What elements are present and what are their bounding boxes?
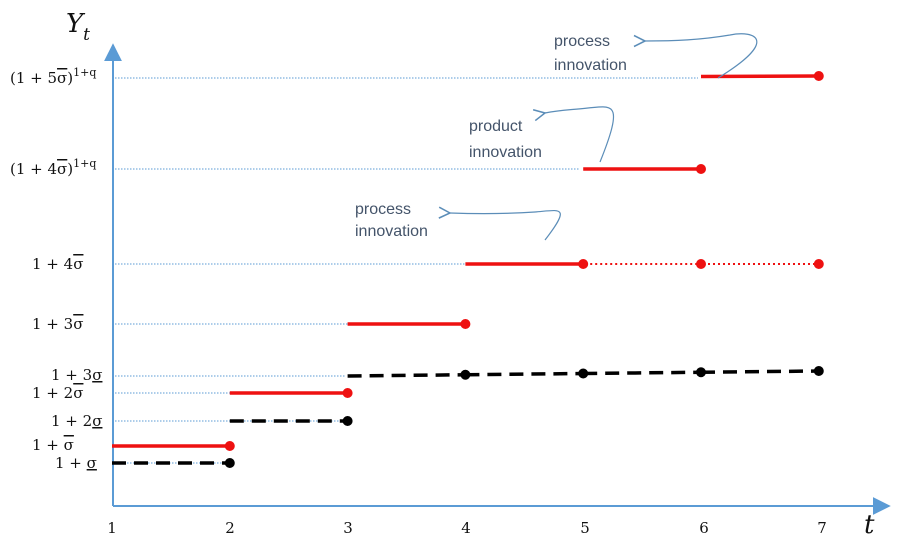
y-axis-title-sub: t xyxy=(83,25,90,45)
annotation-process-innovation-low: process innovation xyxy=(355,201,561,241)
x-axis-title: t xyxy=(864,510,875,540)
segment-end-dot-8 xyxy=(813,366,824,376)
level-sym-l4: σ xyxy=(73,384,83,402)
segment-5 xyxy=(347,373,466,378)
segment-end-dot-6 xyxy=(578,368,589,379)
level-sym-l6: σ xyxy=(73,315,83,333)
segment-end-dots xyxy=(224,71,824,468)
level-sym-l1: σ xyxy=(87,454,97,472)
x-tick-3: 3 xyxy=(343,519,353,537)
level-sym-l3: σ xyxy=(92,412,102,430)
level-sym-l9: σ xyxy=(57,69,67,87)
segment-end-dot-14 xyxy=(813,71,824,81)
segment-end-dot-13 xyxy=(696,164,706,174)
level-sym-l8: σ xyxy=(57,160,67,178)
level-label-l4: 1 + 2σ xyxy=(32,384,83,402)
x-tick-4: 4 xyxy=(461,519,471,537)
level-label-l7: 1 + 4σ xyxy=(32,255,83,273)
segment-6 xyxy=(465,371,584,377)
segment-end-dot-3 xyxy=(342,416,353,426)
x-tick-labels: 1 2 3 4 5 6 7 xyxy=(107,519,827,537)
x-tick-6: 6 xyxy=(699,519,709,537)
segment-end-dot-9 xyxy=(460,319,471,329)
segment-end-dot-7 xyxy=(696,367,706,378)
annotation-a2-line1: product xyxy=(469,118,523,135)
segment-7 xyxy=(583,370,702,376)
segment-end-dot-11 xyxy=(696,259,706,269)
annotation-a3-line1: process xyxy=(554,33,610,50)
annotation-a2-arrow-icon xyxy=(545,106,615,163)
level-label-l3: 1 + 2σ xyxy=(51,412,102,430)
annotation-a1-line2: innovation xyxy=(355,223,428,240)
segment-end-dot-1 xyxy=(224,458,235,468)
x-tick-7: 7 xyxy=(817,519,827,537)
level-labels: 1 + σ 1 + σ 1 + 2σ 1 + 2σ 1 + 3σ 1 + 3σ … xyxy=(10,66,102,472)
x-tick-1: 1 xyxy=(107,519,117,537)
annotation-a2-line2: innovation xyxy=(469,144,542,161)
level-label-l8: (1 + 4σ)1+q xyxy=(10,157,96,178)
level-sym-l7: σ xyxy=(73,255,83,273)
level-sym-l5: σ xyxy=(92,366,102,384)
x-tick-2: 2 xyxy=(225,519,235,537)
segment-end-dot-2 xyxy=(224,441,235,451)
annotation-a3-line2: innovation xyxy=(554,57,627,74)
level-sym-l2: σ xyxy=(64,436,74,454)
guide-lines xyxy=(115,77,698,464)
level-label-l5: 1 + 3σ xyxy=(51,366,102,384)
segment-end-dot-4 xyxy=(342,388,353,398)
segment-end-dot-5 xyxy=(460,369,471,380)
step-segments xyxy=(112,74,819,465)
level-label-l1: 1 + σ xyxy=(55,454,97,472)
level-label-l6: 1 + 3σ xyxy=(32,315,83,333)
segment-end-dot-10 xyxy=(578,259,589,269)
segment-14 xyxy=(700,74,819,79)
x-tick-5: 5 xyxy=(580,519,590,537)
segment-8 xyxy=(700,369,819,374)
segment-end-dot-12 xyxy=(813,259,824,269)
annotation-process-innovation-high: process innovation xyxy=(554,33,758,79)
y-axis-title: Yt xyxy=(66,9,90,45)
annotation-a1-line1: process xyxy=(355,201,411,218)
level-label-l2: 1 + σ xyxy=(32,436,74,454)
level-sup-l9: 1+q xyxy=(73,66,96,79)
annotation-a3-arrow-icon xyxy=(645,33,758,79)
level-sup-l8: 1+q xyxy=(73,157,96,170)
annotation-product-innovation: product innovation xyxy=(469,106,615,163)
level-label-l9: (1 + 5σ)1+q xyxy=(10,66,96,87)
annotation-a1-arrow-icon xyxy=(450,211,561,241)
